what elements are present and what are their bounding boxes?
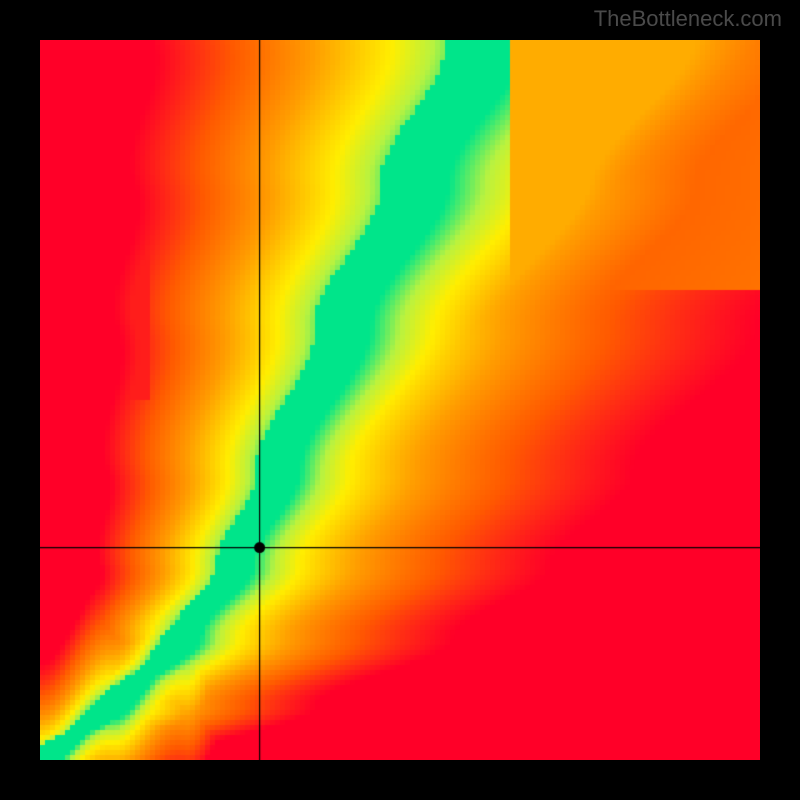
- heatmap-canvas: [40, 40, 760, 760]
- chart-container: TheBottleneck.com: [0, 0, 800, 800]
- watermark-text: TheBottleneck.com: [594, 6, 782, 32]
- plot-area: [40, 40, 760, 760]
